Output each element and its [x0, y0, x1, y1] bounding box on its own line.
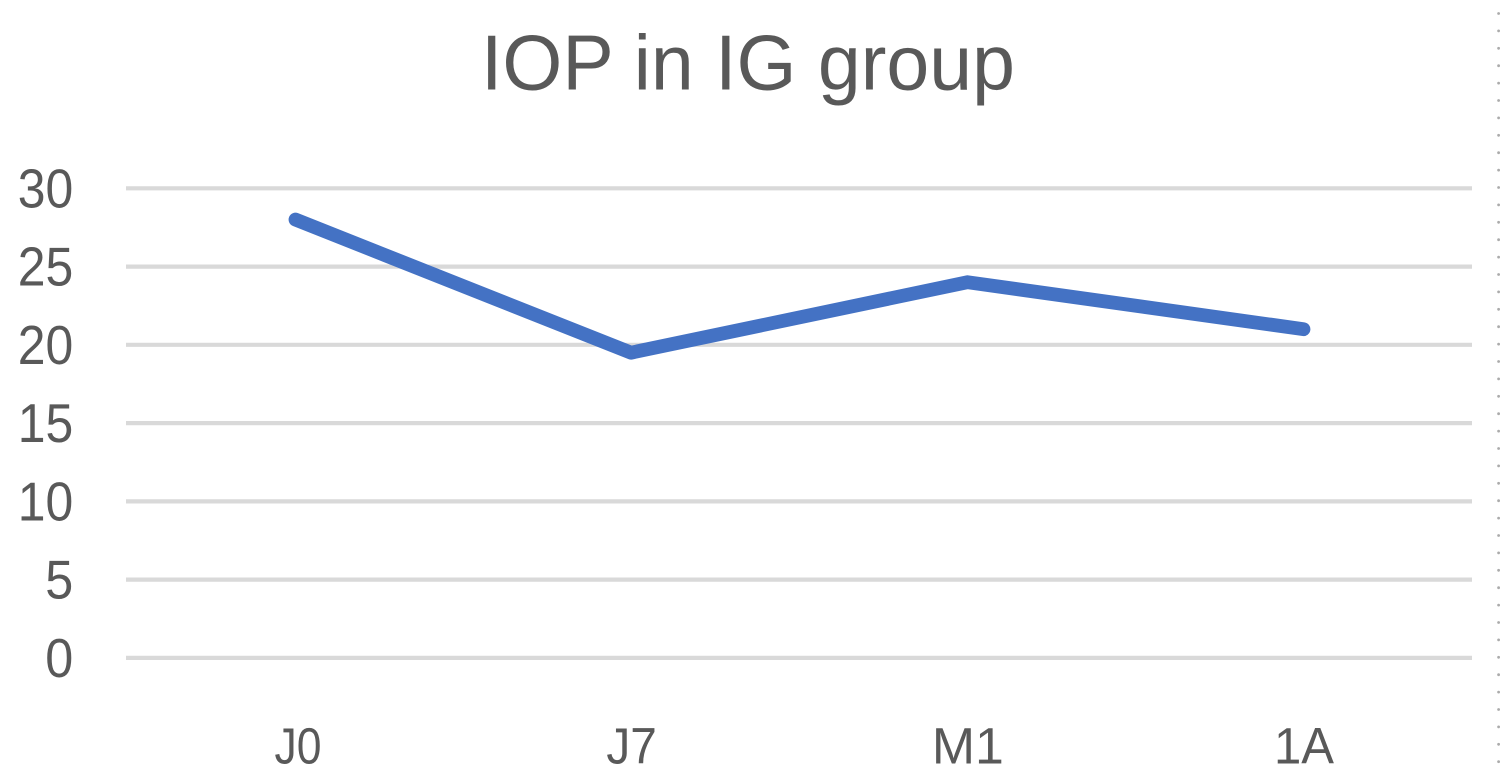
svg-text:5: 5 — [45, 549, 73, 611]
svg-text:J0: J0 — [275, 717, 322, 774]
svg-text:J7: J7 — [606, 717, 657, 774]
svg-text:15: 15 — [18, 392, 74, 454]
svg-text:30: 30 — [18, 157, 74, 219]
svg-text:1A: 1A — [1274, 717, 1334, 774]
svg-text:10: 10 — [18, 471, 74, 533]
svg-text:25: 25 — [18, 236, 74, 298]
svg-text:20: 20 — [18, 314, 74, 376]
svg-text:IOP in IG group: IOP in IG group — [481, 19, 1015, 107]
svg-text:M1: M1 — [932, 717, 1004, 774]
svg-text:0: 0 — [45, 627, 73, 689]
